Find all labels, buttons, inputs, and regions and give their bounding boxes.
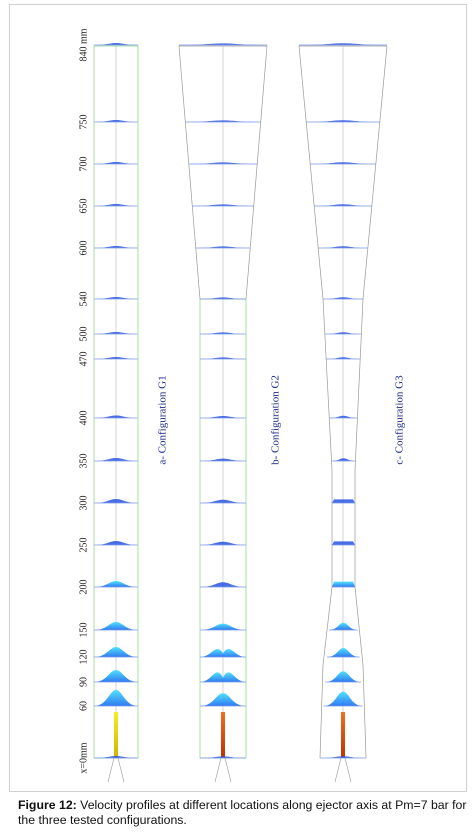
velocity-profile bbox=[178, 43, 268, 45]
axis-position-label: 60 bbox=[78, 701, 89, 711]
velocity-profile bbox=[310, 162, 376, 164]
axis-position-label: 90 bbox=[78, 677, 89, 687]
velocity-profile bbox=[94, 43, 138, 45]
velocity-profile bbox=[94, 622, 138, 630]
velocity-profile bbox=[200, 672, 246, 682]
velocity-profile bbox=[318, 246, 368, 248]
velocity-profile bbox=[94, 162, 138, 164]
velocity-profile bbox=[94, 581, 138, 587]
velocity-profile bbox=[94, 297, 138, 299]
axis-position-label: 700 bbox=[78, 157, 89, 172]
axis-position-label: 300 bbox=[78, 496, 89, 511]
axis-position-label: 600 bbox=[78, 241, 89, 256]
primary-jet-core bbox=[341, 712, 345, 758]
velocity-profile bbox=[200, 541, 246, 545]
velocity-profile bbox=[200, 499, 246, 503]
g2-config-label: b- Configuration G2 bbox=[270, 375, 282, 465]
g3-config-label: c- Configuration G3 bbox=[394, 375, 406, 465]
velocity-profile bbox=[94, 246, 138, 248]
velocity-profile bbox=[324, 332, 362, 334]
axis-position-label: 350 bbox=[78, 454, 89, 469]
velocity-profile bbox=[94, 332, 138, 334]
velocity-profile bbox=[200, 332, 246, 334]
velocity-profile bbox=[328, 622, 358, 630]
velocity-profile bbox=[94, 499, 138, 503]
axis-position-label: 470 bbox=[78, 352, 89, 367]
velocity-profile bbox=[94, 690, 138, 706]
velocity-profile bbox=[188, 162, 258, 164]
velocity-profile bbox=[94, 670, 138, 682]
velocity-profile bbox=[326, 357, 361, 359]
axis-position-label: x=0mm bbox=[78, 742, 89, 773]
axis-position-label: 500 bbox=[78, 327, 89, 342]
velocity-profile bbox=[94, 647, 138, 657]
axis-position-label: 400 bbox=[78, 411, 89, 426]
velocity-profile bbox=[200, 357, 246, 359]
velocity-profile bbox=[200, 416, 246, 418]
primary-jet-core bbox=[221, 712, 225, 758]
velocity-profile bbox=[306, 120, 380, 122]
velocity-profile bbox=[94, 357, 138, 359]
velocity-profile bbox=[331, 458, 356, 461]
axis-position-label: 540 bbox=[78, 292, 89, 307]
velocity-profile bbox=[94, 204, 138, 206]
velocity-profile bbox=[320, 756, 366, 758]
caption-label: Figure 12: bbox=[18, 798, 77, 812]
axis-position-label: 650 bbox=[78, 199, 89, 214]
velocity-profile bbox=[94, 756, 138, 758]
velocity-profile bbox=[332, 499, 355, 503]
velocity-profile-figure: 840 mm 750 700 650 600 540 500 470 400 350 300 250 2… bbox=[78, 28, 406, 783]
velocity-profile bbox=[192, 204, 254, 206]
nozzle-outline bbox=[334, 757, 352, 783]
velocity-profile bbox=[314, 204, 372, 206]
g3-right-wall bbox=[354, 45, 388, 759]
velocity-profile bbox=[332, 581, 355, 587]
g3-left-wall bbox=[298, 45, 333, 759]
primary-jet-core bbox=[114, 712, 118, 758]
velocity-profile bbox=[200, 297, 246, 299]
velocity-profile bbox=[200, 623, 246, 630]
velocity-profile bbox=[94, 458, 138, 461]
nozzle-outline bbox=[214, 757, 232, 783]
velocity-profile bbox=[195, 246, 251, 248]
velocity-profile bbox=[94, 415, 138, 418]
velocity-profile bbox=[323, 691, 363, 706]
axis-position-label: 750 bbox=[78, 115, 89, 130]
g1-config-label: a- Configuration G1 bbox=[157, 375, 169, 464]
nozzle-outline bbox=[107, 757, 125, 783]
velocity-profile bbox=[200, 582, 246, 587]
velocity-profile bbox=[94, 120, 138, 122]
velocity-profile bbox=[323, 297, 363, 299]
velocity-profile bbox=[94, 541, 138, 545]
axis-position-label: 150 bbox=[78, 623, 89, 638]
axis-position-label: 200 bbox=[78, 580, 89, 595]
velocity-profile bbox=[332, 541, 355, 545]
velocity-profile bbox=[327, 648, 360, 657]
velocity-profile bbox=[329, 415, 358, 418]
velocity-profile bbox=[200, 649, 246, 657]
velocity-profile bbox=[298, 43, 388, 45]
velocity-profile bbox=[200, 693, 246, 706]
axis-position-label: 840 mm bbox=[78, 28, 89, 61]
velocity-profile bbox=[185, 120, 261, 122]
figure-caption: Figure 12: Velocity profiles at differen… bbox=[18, 798, 468, 828]
velocity-profile bbox=[325, 671, 362, 682]
velocity-profile bbox=[200, 458, 246, 461]
velocity-profile bbox=[200, 756, 246, 758]
axis-position-label: 250 bbox=[78, 538, 89, 553]
axis-position-label: 120 bbox=[78, 650, 89, 665]
figure-frame bbox=[9, 4, 467, 792]
caption-text: Velocity profiles at different locations… bbox=[18, 798, 467, 827]
